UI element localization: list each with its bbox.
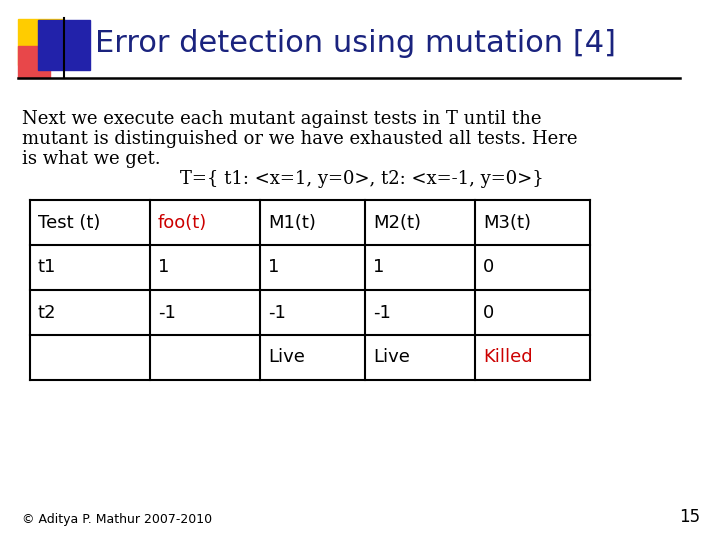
Text: -1: -1 xyxy=(268,303,286,321)
Text: © Aditya P. Mathur 2007-2010: © Aditya P. Mathur 2007-2010 xyxy=(22,513,212,526)
Text: T={ t1: <x=1, y=0>, t2: <x=-1, y=0>}: T={ t1: <x=1, y=0>, t2: <x=-1, y=0>} xyxy=(180,170,544,188)
Text: t1: t1 xyxy=(38,259,56,276)
Bar xyxy=(18,19,64,65)
Bar xyxy=(38,20,90,70)
Text: M3(t): M3(t) xyxy=(483,213,531,232)
Text: Error detection using mutation [4]: Error detection using mutation [4] xyxy=(95,29,616,58)
Text: mutant is distinguished or we have exhausted all tests. Here: mutant is distinguished or we have exhau… xyxy=(22,130,577,148)
Bar xyxy=(18,46,50,78)
Text: 1: 1 xyxy=(268,259,279,276)
Text: Next we execute each mutant against tests in T until the: Next we execute each mutant against test… xyxy=(22,110,541,128)
Text: Live: Live xyxy=(268,348,305,367)
Text: -1: -1 xyxy=(158,303,176,321)
Text: is what we get.: is what we get. xyxy=(22,150,161,168)
Text: M1(t): M1(t) xyxy=(268,213,316,232)
Text: Live: Live xyxy=(373,348,410,367)
Text: t2: t2 xyxy=(38,303,56,321)
Text: 1: 1 xyxy=(373,259,384,276)
Text: M2(t): M2(t) xyxy=(373,213,421,232)
Text: Killed: Killed xyxy=(483,348,533,367)
Text: 15: 15 xyxy=(679,508,700,526)
Text: 0: 0 xyxy=(483,303,494,321)
Text: 0: 0 xyxy=(483,259,494,276)
Text: -1: -1 xyxy=(373,303,391,321)
Text: foo(t): foo(t) xyxy=(158,213,207,232)
Text: 1: 1 xyxy=(158,259,169,276)
Text: Test (t): Test (t) xyxy=(38,213,100,232)
